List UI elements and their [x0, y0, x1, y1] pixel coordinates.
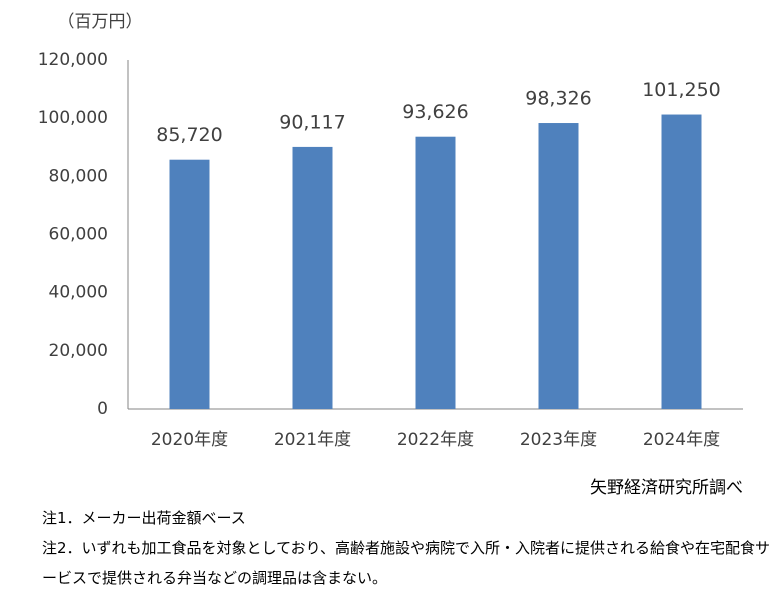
x-tick-label: 2022年度: [397, 430, 474, 450]
note: 注1．メーカー出荷金額ベース: [42, 509, 246, 527]
y-tick-label: 80,000: [49, 166, 108, 186]
y-tick-label: 120,000: [38, 50, 108, 70]
y-tick-label: 100,000: [38, 108, 108, 128]
value-label: 98,326: [525, 88, 591, 110]
x-tick-label: 2020年度: [151, 430, 228, 450]
note: 注2．いずれも加工食品を対象としており、高齢者施設や病院で入所・入院者に提供され…: [42, 539, 771, 587]
y-tick-label: 40,000: [49, 283, 108, 303]
value-label: 85,720: [156, 124, 222, 146]
bar: [292, 146, 333, 409]
value-label: 93,626: [402, 101, 468, 123]
value-label: 90,117: [279, 111, 345, 133]
y-tick-label: 60,000: [49, 225, 108, 245]
bar: [415, 136, 456, 409]
bar: [169, 159, 210, 409]
y-tick-label: 0: [97, 399, 108, 419]
x-tick-label: 2023年度: [520, 430, 597, 450]
bar: [661, 114, 702, 409]
bar: [538, 123, 579, 409]
chart: （百万円） 矢野経済研究所調べ 0 20,000 40,000 60,000 80,00…: [38, 12, 743, 498]
y-tick-label: 20,000: [49, 341, 108, 361]
x-tick-label: 2024年度: [643, 430, 720, 450]
value-label: 101,250: [642, 79, 721, 101]
unit-label: （百万円）: [58, 12, 143, 32]
x-tick-label: 2021年度: [274, 430, 351, 450]
source: 矢野経済研究所調べ: [590, 478, 743, 498]
